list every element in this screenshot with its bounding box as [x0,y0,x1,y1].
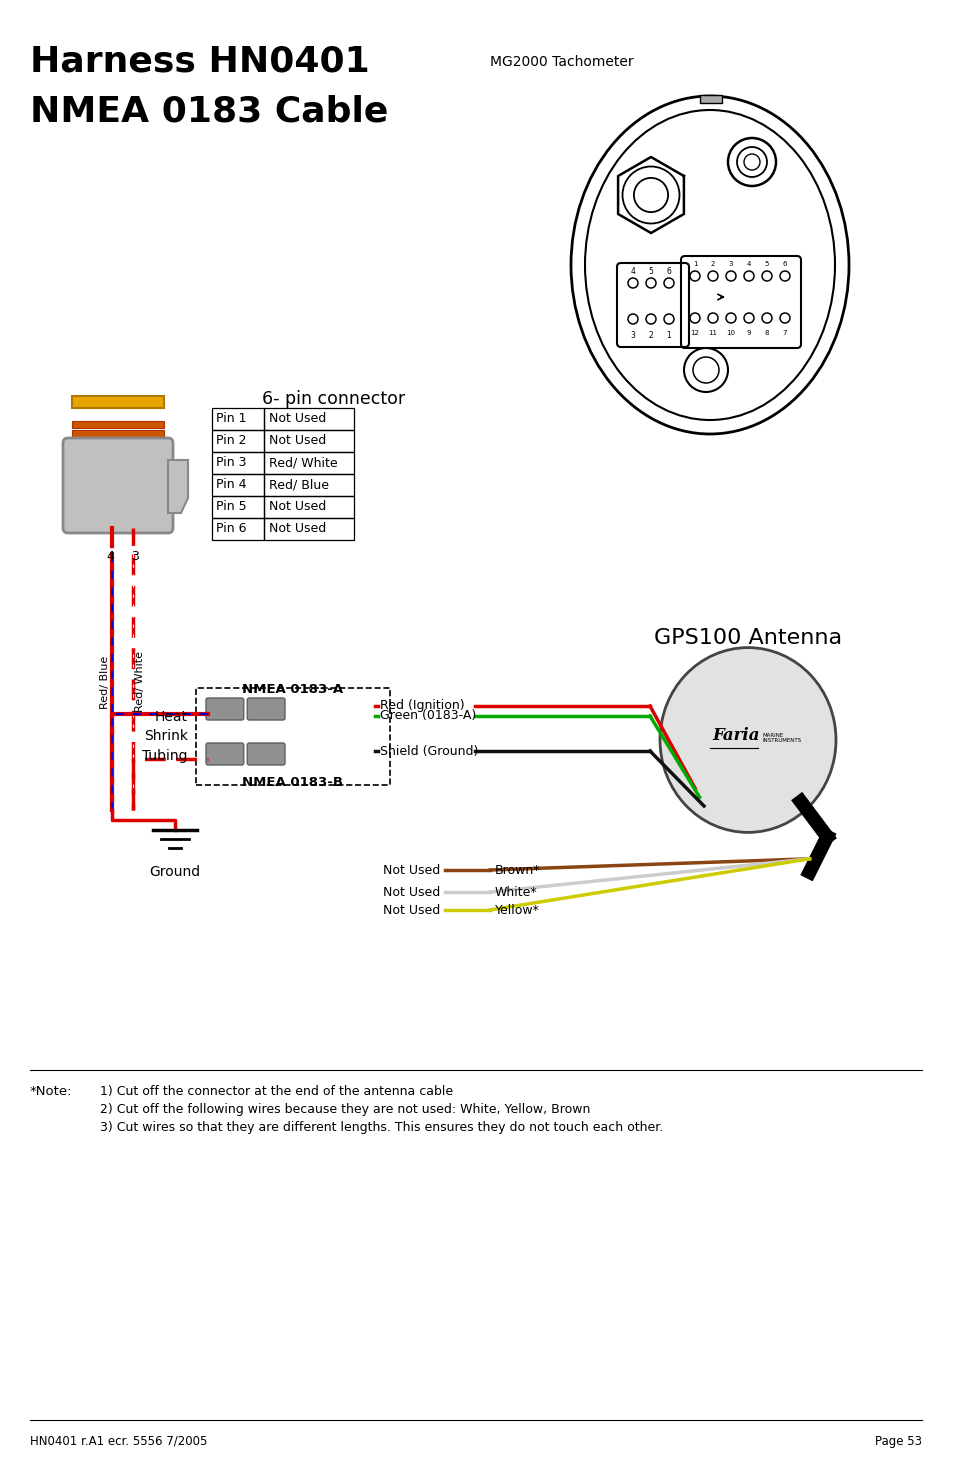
Text: 11: 11 [708,330,717,336]
Text: 4: 4 [630,267,635,276]
Bar [700,94,721,103]
Text: NMEA 0183-A: NMEA 0183-A [242,683,343,696]
FancyBboxPatch shape [247,698,285,720]
Bar [212,451,264,473]
Bar [71,420,164,428]
FancyBboxPatch shape [247,743,285,766]
Text: *Note:: *Note: [30,1086,72,1097]
Text: Red/ White: Red/ White [269,456,337,469]
Text: Red/ White: Red/ White [135,652,145,712]
Text: Green (0183-A): Green (0183-A) [379,709,476,723]
FancyBboxPatch shape [206,743,244,766]
Bar [212,473,264,496]
Text: Shield (Ground): Shield (Ground) [379,745,477,758]
Text: Red/ Blue: Red/ Blue [100,655,110,708]
Text: 6- pin connector: 6- pin connector [262,389,405,409]
Text: Not Used: Not Used [382,904,439,916]
Bar [264,451,354,473]
Text: 3: 3 [131,550,139,563]
Bar [264,496,354,518]
Text: Pin 4: Pin 4 [215,478,246,491]
Text: NMEA 0183 Cable: NMEA 0183 Cable [30,94,388,128]
Bar [195,687,390,785]
Text: Pin 2: Pin 2 [215,435,246,447]
Text: 2) Cut off the following wires because they are not used: White, Yellow, Brown: 2) Cut off the following wires because t… [100,1103,590,1117]
Text: 1: 1 [666,330,671,339]
Text: Yellow*: Yellow* [495,904,539,916]
Text: 6: 6 [781,261,786,267]
Text: Harness HN0401: Harness HN0401 [30,46,370,80]
Text: 2: 2 [648,330,653,339]
Text: 5: 5 [648,267,653,276]
Text: Not Used: Not Used [269,413,326,425]
Text: GPS100 Antenna: GPS100 Antenna [653,628,841,648]
Text: 1) Cut off the connector at the end of the antenna cable: 1) Cut off the connector at the end of t… [100,1086,453,1097]
Bar [212,409,264,431]
Bar [71,395,164,409]
Bar [212,496,264,518]
Text: 7: 7 [781,330,786,336]
Text: 1: 1 [692,261,697,267]
Text: Not Used: Not Used [382,885,439,898]
Text: White*: White* [495,885,537,898]
FancyBboxPatch shape [206,698,244,720]
Text: 10: 10 [726,330,735,336]
Bar [71,440,164,445]
Bar [264,409,354,431]
Bar [264,473,354,496]
Text: Pin 6: Pin 6 [215,522,246,535]
Text: Faria: Faria [712,727,759,743]
Text: Pin 3: Pin 3 [215,456,246,469]
Text: 6: 6 [666,267,671,276]
Bar [264,518,354,540]
Text: Not Used: Not Used [269,500,326,513]
Text: 5: 5 [764,261,768,267]
Text: 3) Cut wires so that they are different lengths. This ensures they do not touch : 3) Cut wires so that they are different … [100,1121,662,1134]
Bar [212,431,264,451]
Text: Red (Ignition): Red (Ignition) [379,699,464,712]
Ellipse shape [659,648,835,832]
Text: 2: 2 [710,261,715,267]
Text: HN0401 r.A1 ecr. 5556 7/2005: HN0401 r.A1 ecr. 5556 7/2005 [30,1435,207,1448]
Text: NMEA 0183-B: NMEA 0183-B [242,776,343,789]
Text: 9: 9 [746,330,750,336]
Text: MARINE
INSTRUMENTS: MARINE INSTRUMENTS [762,733,801,743]
FancyBboxPatch shape [63,438,172,532]
Text: Pin 1: Pin 1 [215,413,246,425]
Text: 4: 4 [106,550,113,563]
Text: Page 53: Page 53 [874,1435,921,1448]
Text: Red/ Blue: Red/ Blue [269,478,329,491]
Text: MG2000 Tachometer: MG2000 Tachometer [490,55,633,69]
Text: 12: 12 [690,330,699,336]
Text: Pin 5: Pin 5 [215,500,247,513]
Text: Not Used: Not Used [269,435,326,447]
Text: Not Used: Not Used [382,863,439,876]
Text: Brown*: Brown* [495,863,540,876]
Text: Not Used: Not Used [269,522,326,535]
Bar [212,518,264,540]
Text: 3: 3 [630,330,635,339]
Text: 4: 4 [746,261,750,267]
Text: Ground: Ground [150,864,200,879]
Bar [264,431,354,451]
Bar [71,431,164,437]
Text: 8: 8 [764,330,768,336]
Polygon shape [168,460,188,513]
Text: Heat
Shrink
Tubing: Heat Shrink Tubing [142,709,188,763]
Text: 3: 3 [728,261,733,267]
